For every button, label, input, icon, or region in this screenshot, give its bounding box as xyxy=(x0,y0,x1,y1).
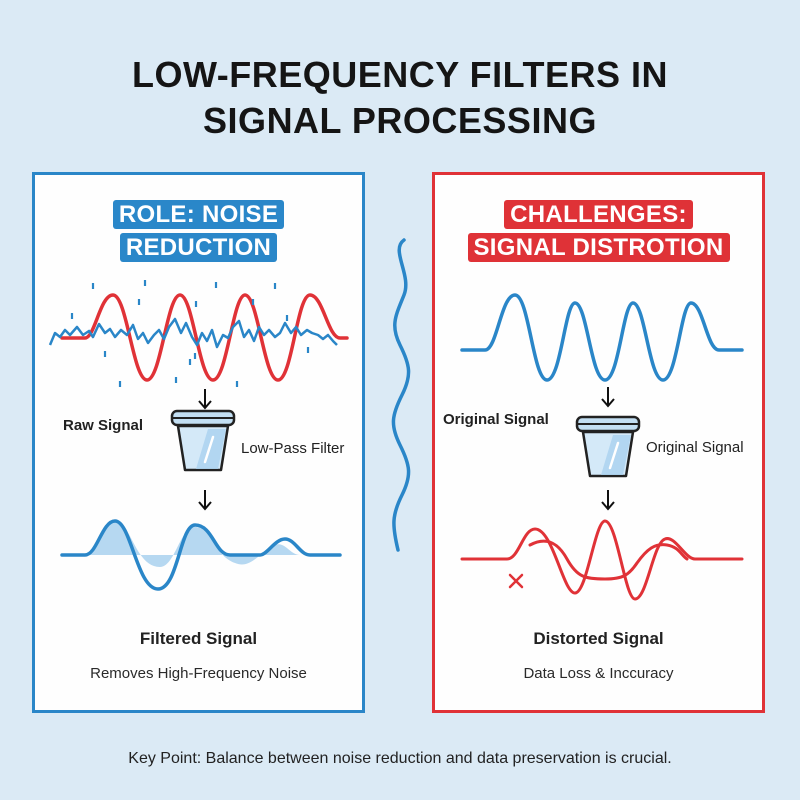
page-title: LOW-FREQUENCY FILTERS IN SIGNAL PROCESSI… xyxy=(0,52,800,144)
role-badge-line-1: ROLE: NOISE xyxy=(112,200,285,229)
x-mark-icon xyxy=(508,573,524,589)
challenges-badge: CHALLENGES: SIGNAL DISTROTION xyxy=(435,200,762,266)
smoothed-wave-icon xyxy=(60,519,342,591)
down-arrow-icon xyxy=(601,490,615,511)
challenges-badge-line-2: SIGNAL DISTROTION xyxy=(467,233,730,262)
filtered-signal-title: Filtered Signal xyxy=(139,629,258,648)
noisy-sine-wave-icon xyxy=(48,280,349,387)
distorted-signal-title: Distorted Signal xyxy=(533,629,664,648)
filtered-signal-caption: Removes High-Frequency Noise xyxy=(90,665,307,682)
raw-signal-label: Raw Signal xyxy=(63,417,144,434)
low-pass-filter-label: Low-Pass Filter xyxy=(241,440,345,457)
key-point-footer: Key Point: Balance between noise reducti… xyxy=(128,750,672,767)
title-line-1: LOW-FREQUENCY FILTERS IN xyxy=(132,54,668,95)
vertical-wave-divider-icon xyxy=(391,238,411,552)
title-line-2: SIGNAL PROCESSING xyxy=(203,100,597,141)
distorted-wave-icon xyxy=(460,519,744,601)
clean-sine-wave-icon xyxy=(460,293,744,382)
down-arrow-icon xyxy=(601,387,615,408)
signal-distortion-panel: CHALLENGES: SIGNAL DISTROTION Original S… xyxy=(432,172,765,713)
down-arrow-icon xyxy=(198,490,212,511)
distorted-signal-caption: Data Loss & Inccuracy xyxy=(523,665,674,682)
down-arrow-icon xyxy=(198,389,212,410)
filter-cup-icon xyxy=(575,415,641,478)
challenges-badge-line-1: CHALLENGES: xyxy=(504,200,693,229)
noise-reduction-panel: ROLE: NOISE REDUCTION Raw Signal Low-Pas… xyxy=(32,172,365,713)
filter-cup-icon xyxy=(170,409,236,472)
role-badge-line-2: REDUCTION xyxy=(119,233,278,262)
original-signal-input-label: Original Signal xyxy=(443,411,549,428)
original-signal-output-label: Original Signal xyxy=(646,439,744,456)
role-badge: ROLE: NOISE REDUCTION xyxy=(35,200,362,266)
